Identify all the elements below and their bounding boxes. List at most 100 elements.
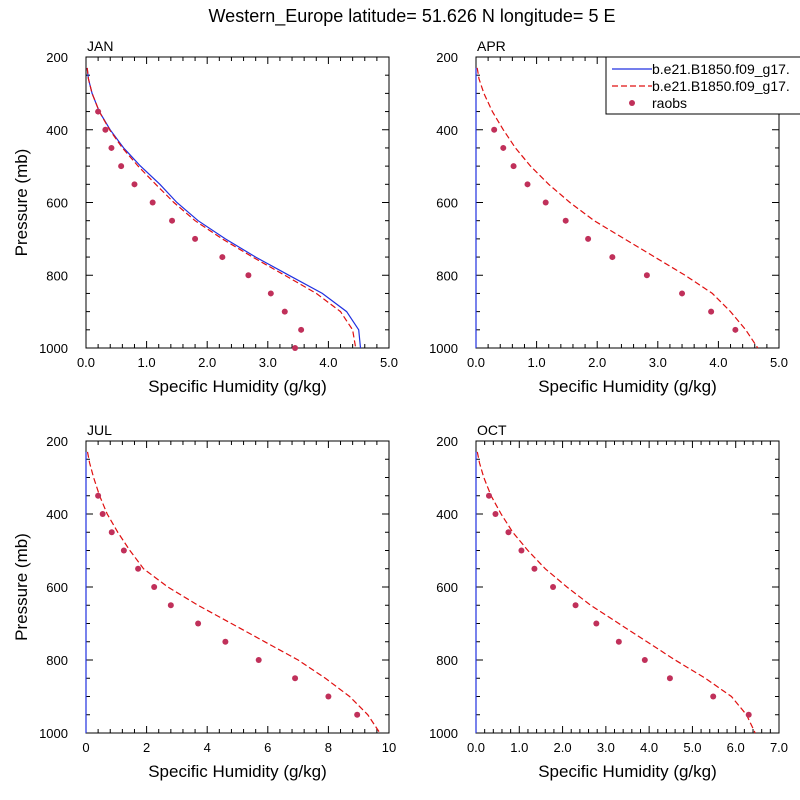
raobs-point xyxy=(518,547,525,554)
x-tick-label: 4 xyxy=(204,740,211,755)
raobs-point xyxy=(298,326,305,333)
x-tick-label: 2.0 xyxy=(198,355,216,370)
raobs-point xyxy=(354,711,361,718)
legend-box xyxy=(605,56,800,115)
panel-jul: 0 2 4 6 8 10 200 400 600 800 1000 JUL Specific Humid… xyxy=(12,422,396,781)
panel-title: OCT xyxy=(477,422,507,438)
raobs-point xyxy=(710,693,717,700)
raobs-point xyxy=(500,144,507,151)
legend-label: raobs xyxy=(652,95,687,111)
raobs-point xyxy=(99,511,106,517)
x-axis-title: Specific Humidity (g/kg) xyxy=(538,762,717,781)
raobs-point xyxy=(245,272,252,279)
raobs-point xyxy=(491,126,498,133)
x-tick-label: 0 xyxy=(82,740,89,755)
raobs-point xyxy=(108,529,115,536)
x-tick-label: 1.0 xyxy=(138,355,156,370)
x-tick-label: 2.0 xyxy=(554,740,572,755)
y-tick-label: 200 xyxy=(46,434,68,449)
x-tick-label: 2.0 xyxy=(588,355,606,370)
panels: 0.0 1.0 2.0 3.0 4.0 5.0 200 400 600 800 1000 JAN Spe… xyxy=(12,38,788,781)
y-tick-label: 600 xyxy=(46,196,68,211)
series-line-dashed xyxy=(86,67,357,349)
x-tick-label: 1.0 xyxy=(510,740,528,755)
raobs-point xyxy=(151,584,158,590)
raobs-point xyxy=(281,308,288,315)
panel-title: JUL xyxy=(87,422,112,438)
y-tick-label: 200 xyxy=(436,434,458,449)
raobs-point xyxy=(149,199,156,206)
plot-frame xyxy=(475,440,780,734)
raobs-point xyxy=(542,199,549,206)
raobs-point xyxy=(510,163,517,170)
raobs-point xyxy=(585,235,592,242)
y-tick-label: 1000 xyxy=(429,341,458,356)
raobs-point xyxy=(643,272,650,279)
raobs-point xyxy=(732,326,739,333)
raobs-point xyxy=(562,217,569,224)
y-tick-label: 400 xyxy=(46,507,68,522)
raobs-point xyxy=(95,108,102,115)
series-line-dashed xyxy=(476,67,759,349)
x-tick-label: 6 xyxy=(264,740,271,755)
raobs-point xyxy=(550,584,557,590)
x-tick-label: 3.0 xyxy=(649,355,667,370)
raobs-point xyxy=(679,290,686,297)
raobs-point xyxy=(169,217,176,224)
x-tick-label: 5.0 xyxy=(683,740,701,755)
y-tick-label: 800 xyxy=(436,268,458,283)
raobs-point xyxy=(531,565,538,572)
raobs-point xyxy=(524,181,531,188)
y-tick-label: 400 xyxy=(46,123,68,138)
panel-title: JAN xyxy=(87,38,113,54)
legend-label: b.e21.B1850.f09_g17. xyxy=(652,78,790,94)
x-tick-label: 0.0 xyxy=(77,355,95,370)
series-line-dashed xyxy=(86,451,381,734)
raobs-point xyxy=(745,711,752,718)
x-tick-label: 8 xyxy=(325,740,332,755)
raobs-point xyxy=(255,657,262,663)
raobs-point xyxy=(492,511,499,517)
x-tick-label: 1.0 xyxy=(528,355,546,370)
y-axis-title: Pressure (mb) xyxy=(12,533,31,641)
y-tick-label: 600 xyxy=(436,196,458,211)
y-tick-label: 600 xyxy=(46,580,68,595)
series-line-dashed xyxy=(476,451,756,734)
x-tick-label: 4.0 xyxy=(709,355,727,370)
legend-marker-raobs xyxy=(629,100,635,106)
raobs-point xyxy=(102,126,109,133)
raobs-point xyxy=(572,602,579,609)
y-tick-label: 400 xyxy=(436,507,458,522)
legend: b.e21.B1850.f09_g17.b.e21.B1850.f09_g17.… xyxy=(605,56,800,115)
series-line-solid xyxy=(86,67,362,349)
x-tick-label: 7.0 xyxy=(770,740,788,755)
raobs-point xyxy=(267,290,274,297)
x-tick-label: 5.0 xyxy=(380,355,398,370)
raobs-point xyxy=(292,345,299,351)
y-tick-label: 1000 xyxy=(429,726,458,741)
plot-frame xyxy=(85,56,390,349)
x-axis-title: Specific Humidity (g/kg) xyxy=(148,762,327,781)
raobs-point xyxy=(95,492,102,499)
x-tick-label: 3.0 xyxy=(259,355,277,370)
y-tick-label: 1000 xyxy=(39,341,68,356)
raobs-point xyxy=(641,657,648,663)
y-tick-label: 600 xyxy=(436,580,458,595)
raobs-point xyxy=(505,529,512,536)
x-axis-title: Specific Humidity (g/kg) xyxy=(148,377,327,396)
panel-jan: 0.0 1.0 2.0 3.0 4.0 5.0 200 400 600 800 1000 JAN Spe… xyxy=(12,38,398,396)
raobs-point xyxy=(325,693,332,700)
x-tick-label: 5.0 xyxy=(770,355,788,370)
raobs-point xyxy=(195,620,202,627)
raobs-point xyxy=(609,254,616,261)
x-tick-label: 4.0 xyxy=(640,740,658,755)
raobs-point xyxy=(666,675,673,682)
raobs-point xyxy=(192,235,199,242)
panel-title: APR xyxy=(477,38,506,54)
x-tick-label: 6.0 xyxy=(727,740,745,755)
y-tick-label: 800 xyxy=(436,653,458,668)
plot-frame xyxy=(85,440,390,734)
x-tick-label: 3.0 xyxy=(597,740,615,755)
y-tick-label: 800 xyxy=(46,268,68,283)
